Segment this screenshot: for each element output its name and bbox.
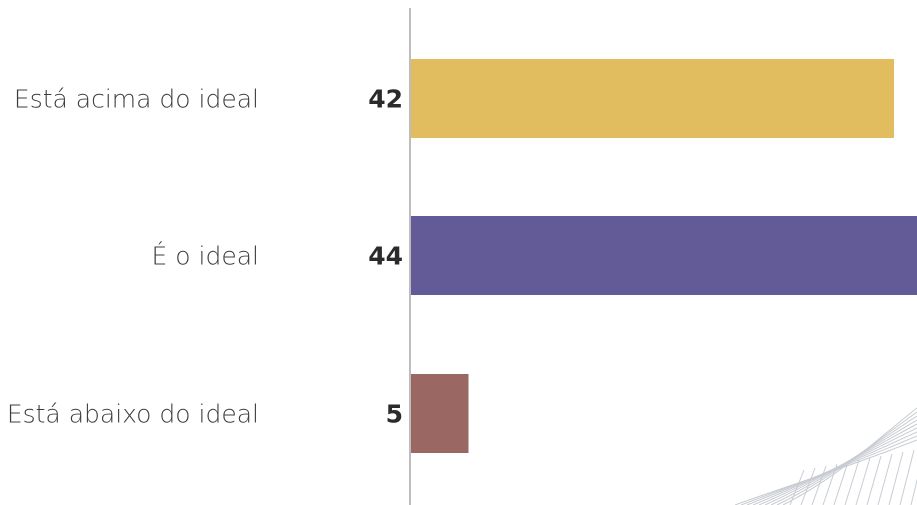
value-label-1: 42 (368, 85, 403, 114)
wave-mesh-10 (888, 451, 904, 505)
bars-group (411, 59, 917, 453)
category-label-2: É o ideal (152, 242, 259, 271)
wave-mesh-4 (822, 463, 838, 505)
category-label-3: Está abaixo do ideal (7, 400, 259, 429)
bar-2 (411, 216, 917, 295)
wave-mesh-9 (877, 453, 893, 505)
wave-mesh-3 (811, 465, 827, 505)
category-label-1: Está acima do ideal (14, 85, 259, 114)
bar-3 (411, 374, 469, 453)
wave-line-9 (782, 407, 917, 505)
value-label-2: 44 (368, 242, 403, 271)
wave-mesh-7 (855, 457, 871, 505)
wave-mesh-1 (789, 469, 805, 505)
wave-mesh-8 (866, 455, 882, 505)
labels-group: 42 Está acima do ideal 44 É o ideal 5 Está ab… (7, 85, 403, 429)
wave-line-6 (764, 419, 917, 505)
decorative-wave-graphic (734, 407, 917, 505)
wave-mesh-12 (910, 478, 917, 505)
wave-line-7 (770, 415, 917, 505)
wave-mesh-2 (800, 467, 816, 505)
wave-mesh-5 (833, 461, 849, 505)
bar-1 (411, 59, 894, 138)
wave-mesh-11 (899, 449, 915, 505)
wave-mesh-6 (844, 459, 860, 505)
value-label-3: 5 (386, 400, 403, 429)
